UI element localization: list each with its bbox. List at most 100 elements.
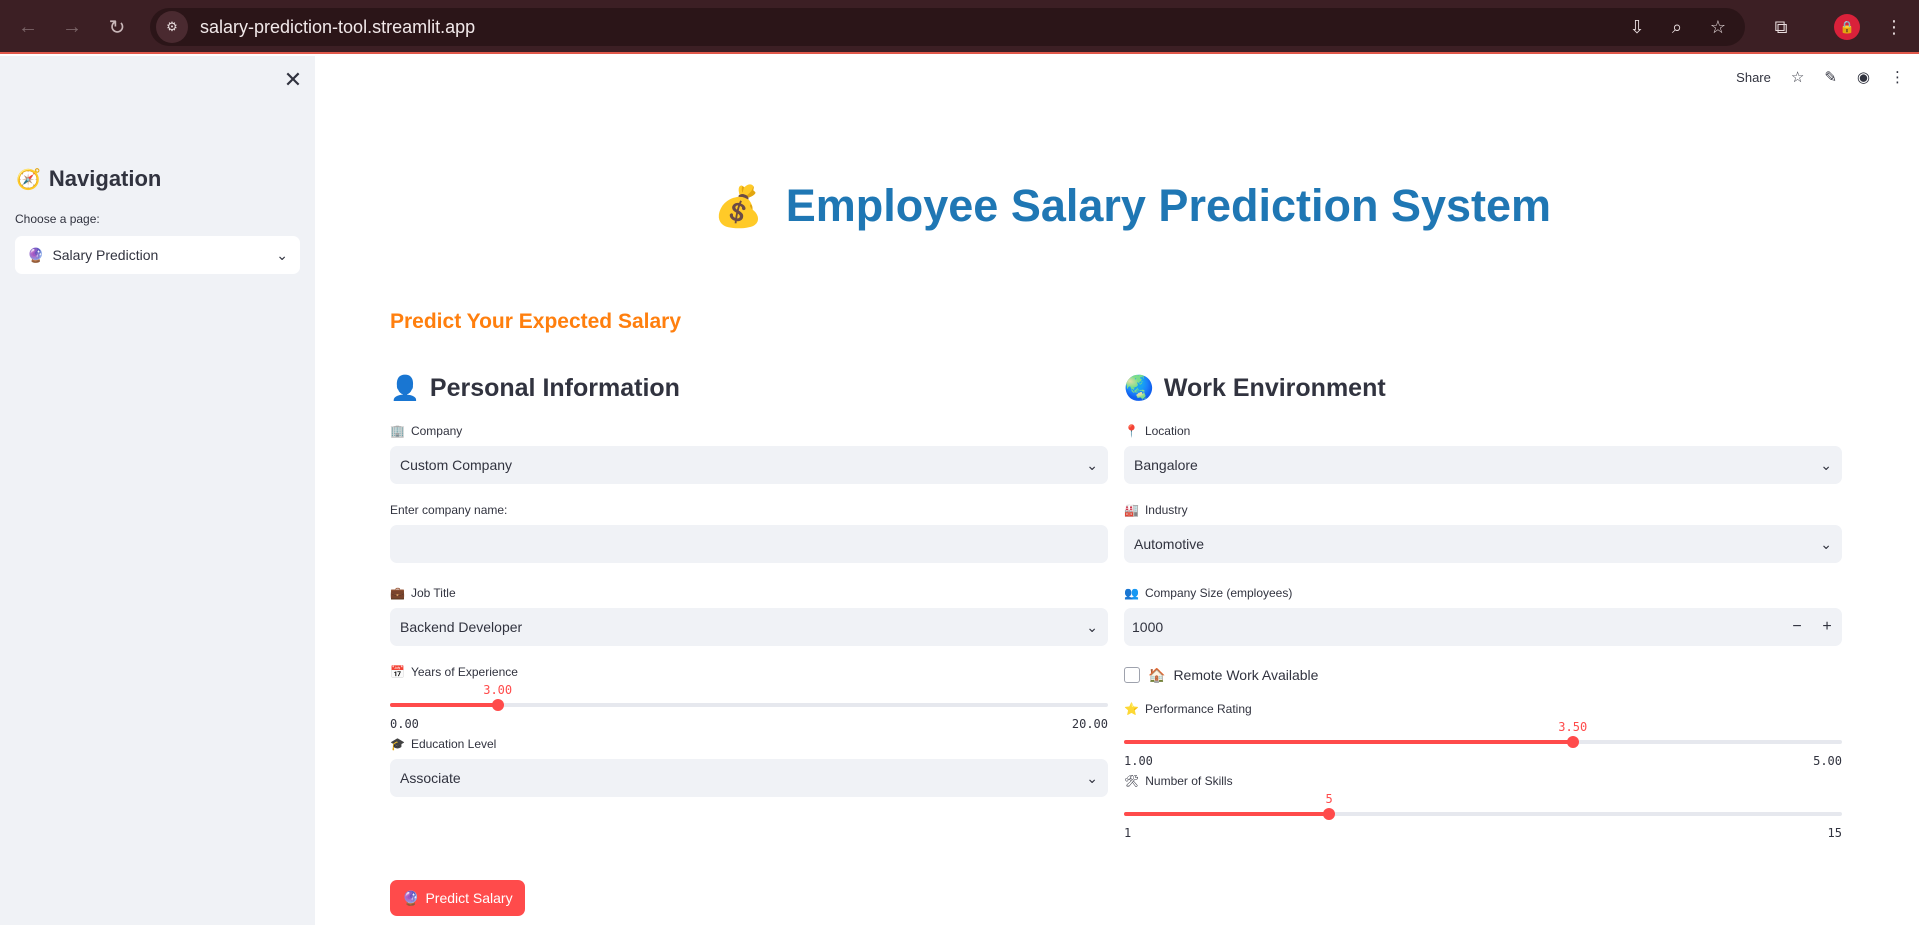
chevron-down-icon: ⌄ (1820, 535, 1832, 552)
education-label: 🎓 Education Level (390, 735, 1108, 753)
personal-information-title: Personal Information (429, 373, 680, 402)
increment-button[interactable]: + (1822, 618, 1832, 635)
briefcase-icon: 💼 (390, 586, 405, 600)
company-size-value[interactable]: 1000 (1132, 619, 1164, 635)
crystal-ball-icon: 🔮 (402, 889, 420, 906)
location-label: 📍 Location (1124, 422, 1842, 440)
bookmark-star-icon[interactable]: ☆ (1709, 16, 1727, 37)
work-environment-heading: 🌏 Work Environment (1124, 368, 1842, 408)
url-text[interactable]: salary-prediction-tool.streamlit.app (200, 16, 476, 37)
company-name-label-text: Enter company name: (390, 503, 508, 517)
experience-slider[interactable]: 3.00 0.00 20.00 (390, 681, 1108, 731)
house-icon: 🏠 (1148, 666, 1166, 683)
calendar-icon: 📅 (390, 665, 405, 679)
performance-slider[interactable]: 3.50 1.00 5.00 (1124, 718, 1842, 768)
extensions-icon[interactable]: ⧉ (1774, 16, 1788, 37)
browser-menu-icon[interactable]: ⋮ (1885, 16, 1903, 37)
page-title: 💰 Employee Salary Prediction System (0, 180, 1919, 232)
github-icon[interactable]: ◉ (1856, 69, 1870, 86)
share-button[interactable]: Share (1736, 69, 1771, 85)
forward-icon[interactable]: → (62, 15, 82, 38)
slider-fill (390, 703, 498, 707)
compass-icon: 🧭 (16, 168, 41, 191)
slider-thumb[interactable] (491, 699, 504, 711)
close-sidebar-icon[interactable]: ✕ (283, 67, 303, 92)
slider-fill (1124, 812, 1330, 816)
people-icon: 👥 (1124, 586, 1139, 600)
chevron-down-icon: ⌄ (1820, 456, 1832, 473)
location-select[interactable]: Bangalore ⌄ (1124, 446, 1842, 484)
education-select[interactable]: Associate ⌄ (390, 759, 1108, 797)
page-select-value: Salary Prediction (52, 247, 159, 263)
tools-icon: 🛠 (1124, 774, 1140, 788)
remote-work-checkbox-row[interactable]: 🏠 Remote Work Available (1124, 664, 1842, 686)
industry-label: 🏭 Industry (1124, 501, 1842, 519)
personal-information-heading: 👤 Personal Information (390, 368, 1108, 408)
company-size-label-text: Company Size (employees) (1144, 586, 1293, 600)
navigation-heading: 🧭 Navigation (16, 166, 161, 192)
slider-track[interactable] (1124, 812, 1842, 816)
decrement-button[interactable]: − (1792, 618, 1802, 635)
industry-select[interactable]: Automotive ⌄ (1124, 525, 1842, 563)
slider-min: 0.00 (390, 717, 419, 731)
company-select[interactable]: Custom Company ⌄ (390, 446, 1108, 484)
industry-select-value: Automotive (1134, 536, 1205, 552)
office-building-icon: 🏢 (390, 424, 405, 438)
job-title-select[interactable]: Backend Developer ⌄ (390, 608, 1108, 646)
install-app-icon[interactable]: ⇩ (1629, 16, 1645, 37)
address-bar[interactable]: ⚙ salary-prediction-tool.streamlit.app (150, 8, 1745, 46)
zoom-icon[interactable]: ⌕ (1671, 16, 1683, 37)
slider-max: 5.00 (1813, 754, 1842, 768)
experience-label-text: Years of Experience (410, 665, 518, 679)
app-menu-icon[interactable]: ⋮ (1890, 69, 1905, 86)
company-name-input[interactable] (390, 525, 1108, 563)
job-title-label-text: Job Title (410, 586, 456, 600)
slider-thumb[interactable] (1566, 736, 1579, 748)
remote-work-label: Remote Work Available (1173, 667, 1319, 683)
star-icon[interactable]: ☆ (1790, 69, 1805, 86)
company-select-value: Custom Company (400, 457, 513, 473)
chevron-down-icon: ⌄ (1086, 618, 1098, 635)
site-info-icon[interactable]: ⚙ (156, 11, 188, 43)
slider-track[interactable] (390, 703, 1108, 707)
skills-label: 🛠 Number of Skills (1124, 772, 1842, 790)
education-label-text: Education Level (410, 737, 497, 751)
company-size-label: 👥 Company Size (employees) (1124, 584, 1842, 602)
slider-max: 20.00 (1071, 717, 1108, 731)
person-icon: 👤 (390, 374, 420, 402)
slider-min: 1 (1124, 826, 1132, 840)
reload-icon[interactable]: ↻ (108, 16, 126, 39)
page-select[interactable]: 🔮 Salary Prediction ⌄ (15, 236, 300, 274)
slider-thumb[interactable] (1323, 808, 1336, 820)
edit-icon[interactable]: ✎ (1824, 69, 1837, 86)
star-icon: ⭐ (1124, 702, 1139, 716)
industry-label-text: Industry (1144, 503, 1188, 517)
slider-value: 3.00 (483, 683, 513, 697)
slider-min: 1.00 (1124, 754, 1153, 768)
chevron-down-icon: ⌄ (276, 246, 288, 263)
predict-salary-label: Predict Salary (425, 890, 513, 906)
choose-page-label: Choose a page: (15, 212, 100, 226)
performance-label-text: Performance Rating (1144, 702, 1252, 716)
skills-label-text: Number of Skills (1145, 774, 1233, 788)
back-icon[interactable]: ← (18, 15, 38, 38)
pin-icon: 📍 (1124, 424, 1139, 438)
performance-label: ⭐ Performance Rating (1124, 700, 1842, 718)
work-environment-title: Work Environment (1163, 373, 1386, 402)
profile-avatar[interactable]: 🔒 (1834, 14, 1860, 40)
factory-icon: 🏭 (1124, 503, 1139, 517)
education-select-value: Associate (400, 770, 461, 786)
location-label-text: Location (1144, 424, 1191, 438)
location-select-value: Bangalore (1134, 457, 1198, 473)
navigation-title: Navigation (48, 166, 162, 191)
remote-work-checkbox[interactable] (1124, 667, 1140, 683)
predict-salary-button[interactable]: 🔮 Predict Salary (390, 880, 525, 916)
skills-slider[interactable]: 5 1 15 (1124, 790, 1842, 840)
job-title-label: 💼 Job Title (390, 584, 1108, 602)
slider-fill (1124, 740, 1573, 744)
globe-icon: 🌏 (1124, 374, 1154, 402)
company-label: 🏢 Company (390, 422, 1108, 440)
graduation-cap-icon: 🎓 (390, 737, 405, 751)
chevron-down-icon: ⌄ (1086, 769, 1098, 786)
company-size-input[interactable]: 1000 − + (1124, 608, 1842, 646)
